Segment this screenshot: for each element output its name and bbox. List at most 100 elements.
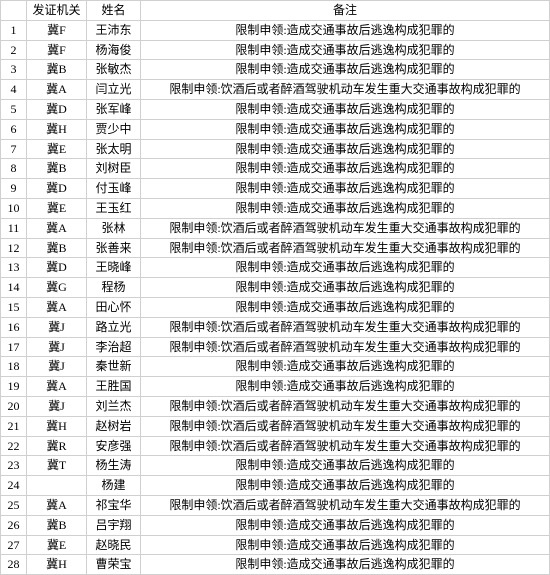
cell-authority: 冀J xyxy=(27,317,87,337)
cell-note: 限制申领:饮酒后或者醉酒驾驶机动车发生重大交通事故构成犯罪的 xyxy=(141,436,550,456)
cell-note: 限制申领:造成交通事故后逃逸构成犯罪的 xyxy=(141,119,550,139)
cell-authority: 冀E xyxy=(27,535,87,555)
cell-note: 限制申领:造成交通事故后逃逸构成犯罪的 xyxy=(141,40,550,60)
cell-note: 限制申领:造成交通事故后逃逸构成犯罪的 xyxy=(141,99,550,119)
cell-authority: 冀B xyxy=(27,238,87,258)
cell-note: 限制申领:造成交通事故后逃逸构成犯罪的 xyxy=(141,555,550,575)
cell-authority: 冀B xyxy=(27,515,87,535)
row-number: 15 xyxy=(1,297,27,317)
cell-name: 杨生涛 xyxy=(87,456,141,476)
cell-authority: 冀F xyxy=(27,20,87,40)
table-row: 17冀J李治超限制申领:饮酒后或者醉酒驾驶机动车发生重大交通事故构成犯罪的 xyxy=(1,337,550,357)
table-row: 15冀A田心怀限制申领:造成交通事故后逃逸构成犯罪的 xyxy=(1,297,550,317)
cell-authority: 冀A xyxy=(27,218,87,238)
cell-note: 限制申领:造成交通事故后逃逸构成犯罪的 xyxy=(141,159,550,179)
cell-note: 限制申领:造成交通事故后逃逸构成犯罪的 xyxy=(141,258,550,278)
cell-authority: 冀A xyxy=(27,377,87,397)
table-row: 25冀A祁宝华限制申领:饮酒后或者醉酒驾驶机动车发生重大交通事故构成犯罪的 xyxy=(1,495,550,515)
header-authority: 发证机关 xyxy=(27,1,87,21)
cell-name: 赵树岩 xyxy=(87,416,141,436)
cell-note: 限制申领:造成交通事故后逃逸构成犯罪的 xyxy=(141,357,550,377)
table-row: 27冀E赵晓民限制申领:造成交通事故后逃逸构成犯罪的 xyxy=(1,535,550,555)
cell-authority: 冀B xyxy=(27,159,87,179)
row-number: 19 xyxy=(1,377,27,397)
cell-authority: 冀A xyxy=(27,495,87,515)
cell-note: 限制申领:饮酒后或者醉酒驾驶机动车发生重大交通事故构成犯罪的 xyxy=(141,238,550,258)
row-number: 4 xyxy=(1,80,27,100)
cell-note: 限制申领:造成交通事故后逃逸构成犯罪的 xyxy=(141,139,550,159)
table-row: 28冀H曹荣宝限制申领:造成交通事故后逃逸构成犯罪的 xyxy=(1,555,550,575)
cell-name: 张林 xyxy=(87,218,141,238)
cell-authority xyxy=(27,476,87,496)
cell-note: 限制申领:饮酒后或者醉酒驾驶机动车发生重大交通事故构成犯罪的 xyxy=(141,80,550,100)
cell-name: 赵晓民 xyxy=(87,535,141,555)
row-number: 17 xyxy=(1,337,27,357)
row-number: 16 xyxy=(1,317,27,337)
table-body: 1冀F王沛东限制申领:造成交通事故后逃逸构成犯罪的2冀F杨海俊限制申领:造成交通… xyxy=(1,20,550,574)
table-row: 23冀T杨生涛限制申领:造成交通事故后逃逸构成犯罪的 xyxy=(1,456,550,476)
cell-authority: 冀T xyxy=(27,456,87,476)
table-row: 11冀A张林限制申领:饮酒后或者醉酒驾驶机动车发生重大交通事故构成犯罪的 xyxy=(1,218,550,238)
table-row: 16冀J路立光限制申领:饮酒后或者醉酒驾驶机动车发生重大交通事故构成犯罪的 xyxy=(1,317,550,337)
cell-authority: 冀E xyxy=(27,139,87,159)
cell-name: 路立光 xyxy=(87,317,141,337)
cell-note: 限制申领:造成交通事故后逃逸构成犯罪的 xyxy=(141,476,550,496)
table-row: 7冀E张太明限制申领:造成交通事故后逃逸构成犯罪的 xyxy=(1,139,550,159)
cell-name: 田心怀 xyxy=(87,297,141,317)
cell-authority: 冀D xyxy=(27,258,87,278)
cell-note: 限制申领:造成交通事故后逃逸构成犯罪的 xyxy=(141,297,550,317)
cell-note: 限制申领:造成交通事故后逃逸构成犯罪的 xyxy=(141,515,550,535)
table-row: 10冀E王玉红限制申领:造成交通事故后逃逸构成犯罪的 xyxy=(1,198,550,218)
cell-note: 限制申领:造成交通事故后逃逸构成犯罪的 xyxy=(141,535,550,555)
table-row: 14冀G程杨限制申领:造成交通事故后逃逸构成犯罪的 xyxy=(1,278,550,298)
cell-name: 张太明 xyxy=(87,139,141,159)
cell-note: 限制申领:造成交通事故后逃逸构成犯罪的 xyxy=(141,60,550,80)
row-number: 18 xyxy=(1,357,27,377)
row-number: 7 xyxy=(1,139,27,159)
table-row: 4冀A闫立光限制申领:饮酒后或者醉酒驾驶机动车发生重大交通事故构成犯罪的 xyxy=(1,80,550,100)
cell-name: 贾少中 xyxy=(87,119,141,139)
cell-note: 限制申领:造成交通事故后逃逸构成犯罪的 xyxy=(141,179,550,199)
cell-name: 张敏杰 xyxy=(87,60,141,80)
cell-note: 限制申领:造成交通事故后逃逸构成犯罪的 xyxy=(141,456,550,476)
row-number: 3 xyxy=(1,60,27,80)
cell-name: 祁宝华 xyxy=(87,495,141,515)
cell-name: 安彦强 xyxy=(87,436,141,456)
table-row: 12冀B张善来限制申领:饮酒后或者醉酒驾驶机动车发生重大交通事故构成犯罪的 xyxy=(1,238,550,258)
cell-name: 闫立光 xyxy=(87,80,141,100)
table-row: 8冀B刘树臣限制申领:造成交通事故后逃逸构成犯罪的 xyxy=(1,159,550,179)
row-number: 27 xyxy=(1,535,27,555)
row-number: 2 xyxy=(1,40,27,60)
table-container: 发证机关 姓名 备注 1冀F王沛东限制申领:造成交通事故后逃逸构成犯罪的2冀F杨… xyxy=(0,0,550,575)
header-name: 姓名 xyxy=(87,1,141,21)
cell-authority: 冀H xyxy=(27,555,87,575)
cell-note: 限制申领:造成交通事故后逃逸构成犯罪的 xyxy=(141,20,550,40)
cell-note: 限制申领:饮酒后或者醉酒驾驶机动车发生重大交通事故构成犯罪的 xyxy=(141,396,550,416)
cell-name: 王沛东 xyxy=(87,20,141,40)
row-number: 24 xyxy=(1,476,27,496)
cell-name: 王晓峰 xyxy=(87,258,141,278)
cell-name: 程杨 xyxy=(87,278,141,298)
table-row: 6冀H贾少中限制申领:造成交通事故后逃逸构成犯罪的 xyxy=(1,119,550,139)
row-number: 1 xyxy=(1,20,27,40)
table-row: 26冀B吕宇翔限制申领:造成交通事故后逃逸构成犯罪的 xyxy=(1,515,550,535)
row-number: 26 xyxy=(1,515,27,535)
table-row: 5冀D张军峰限制申领:造成交通事故后逃逸构成犯罪的 xyxy=(1,99,550,119)
row-number: 10 xyxy=(1,198,27,218)
cell-name: 刘树臣 xyxy=(87,159,141,179)
cell-name: 刘兰杰 xyxy=(87,396,141,416)
cell-name: 杨海俊 xyxy=(87,40,141,60)
cell-authority: 冀H xyxy=(27,119,87,139)
header-rownum xyxy=(1,1,27,21)
table-row: 18冀J秦世新限制申领:造成交通事故后逃逸构成犯罪的 xyxy=(1,357,550,377)
cell-note: 限制申领:饮酒后或者醉酒驾驶机动车发生重大交通事故构成犯罪的 xyxy=(141,495,550,515)
cell-name: 杨建 xyxy=(87,476,141,496)
cell-authority: 冀H xyxy=(27,416,87,436)
row-number: 22 xyxy=(1,436,27,456)
cell-name: 张善来 xyxy=(87,238,141,258)
cell-authority: 冀E xyxy=(27,198,87,218)
cell-name: 吕宇翔 xyxy=(87,515,141,535)
cell-note: 限制申领:造成交通事故后逃逸构成犯罪的 xyxy=(141,377,550,397)
table-row: 13冀D王晓峰限制申领:造成交通事故后逃逸构成犯罪的 xyxy=(1,258,550,278)
cell-note: 限制申领:造成交通事故后逃逸构成犯罪的 xyxy=(141,198,550,218)
